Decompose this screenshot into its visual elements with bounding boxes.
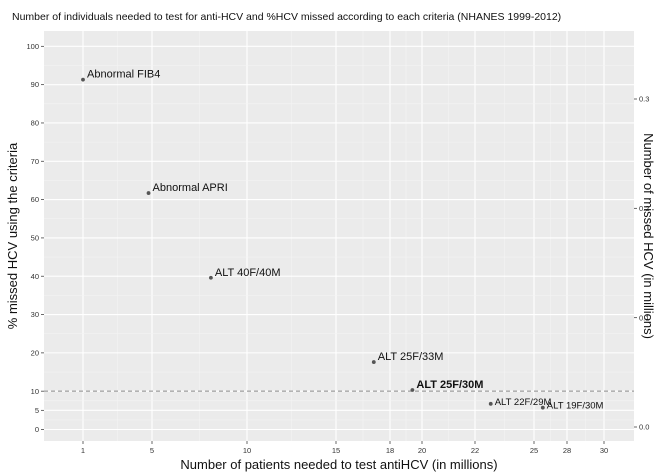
- data-point: [540, 405, 545, 410]
- data-points: Abnormal FIB4 Abnormal APRI ALT 40F/40M ALT…: [81, 69, 604, 412]
- y2-tick-label: 0.2: [639, 204, 649, 213]
- data-point-label: Abnormal APRI: [153, 182, 228, 194]
- plot-background: [44, 31, 634, 441]
- y2-tick-label: 0.1: [639, 313, 649, 322]
- x-tick-label: 10: [243, 446, 251, 455]
- data-point-label: ALT 19F/30M: [547, 401, 604, 412]
- y-tick-label: 10: [31, 387, 39, 396]
- grid: [44, 31, 634, 441]
- chart-title: Number of individuals needed to test for…: [12, 11, 561, 23]
- x-tick-label: 20: [418, 446, 426, 455]
- y-tick-label: 40: [31, 272, 39, 281]
- data-point-label: ALT 40F/40M: [215, 267, 281, 279]
- data-point-label: Abnormal FIB4: [87, 69, 160, 81]
- data-point: [371, 360, 376, 364]
- x-tick-label: 18: [386, 446, 394, 455]
- y-tick-label: 5: [35, 406, 39, 415]
- y-tick-label: 50: [31, 234, 39, 243]
- x-tick-label: 25: [530, 446, 538, 455]
- x-tick-label: 28: [563, 446, 571, 455]
- y-tick-label: 0: [35, 425, 39, 434]
- y-tick-label: 100: [26, 42, 39, 51]
- data-point: [209, 275, 213, 280]
- y-tick-label: 20: [31, 348, 39, 357]
- x-tick-label: 5: [150, 446, 154, 455]
- y-tick-label: 90: [31, 80, 39, 89]
- y-tick-label: 80: [31, 119, 39, 128]
- y-tick-label: 30: [31, 310, 39, 319]
- y-axis-ticks: 0 5 10 20 30 40 50 60 70 80 90 100: [26, 42, 44, 434]
- y2-tick-label: 0.3: [639, 95, 649, 104]
- y-tick-label: 60: [31, 195, 39, 204]
- x-tick-label: 1: [81, 446, 85, 455]
- data-point: [488, 401, 493, 406]
- data-point-label: ALT 25F/30M: [416, 379, 483, 391]
- x-tick-label: 30: [600, 446, 608, 455]
- x-tick-label: 15: [332, 446, 340, 455]
- y2-tick-label: 0.0: [639, 423, 649, 432]
- data-point: [146, 191, 151, 195]
- y-axis-title: % missed HCV using the criteria: [5, 142, 20, 329]
- secondary-y-axis-title: Number of missed HCV (in millions): [641, 133, 656, 339]
- data-point-label: ALT 22F/29M: [495, 397, 552, 408]
- data-point-label: ALT 25F/33M: [378, 351, 444, 363]
- data-point: [410, 388, 415, 392]
- x-axis-title: Number of patients needed to test antiHC…: [180, 457, 497, 472]
- secondary-y-axis-ticks: 0.0 0.1 0.2 0.3: [634, 95, 649, 432]
- y-tick-label: 70: [31, 157, 39, 166]
- x-tick-label: 22: [471, 446, 479, 455]
- x-axis-ticks: 1 5 10 15 18 20 22 25 28 30: [81, 441, 608, 455]
- data-point: [81, 77, 85, 82]
